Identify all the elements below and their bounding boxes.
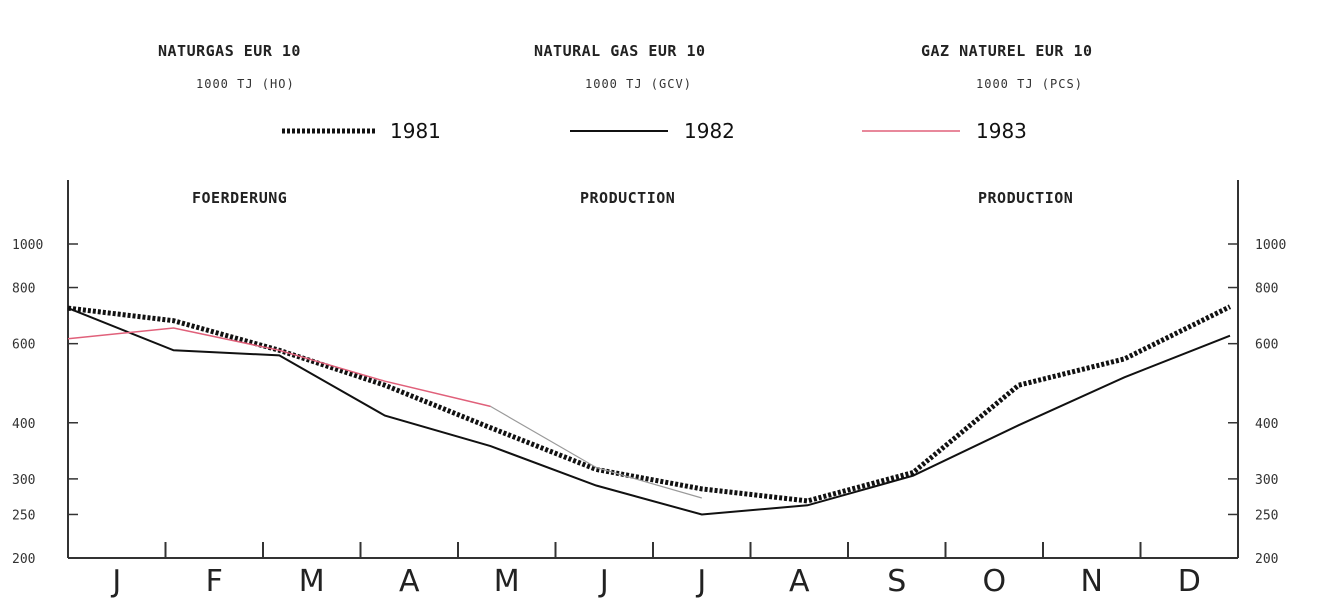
x-tick-label-O: O [982,564,1006,599]
y-tick-label-right-600: 600 [1255,338,1278,353]
y-tick-label-right-1000: 1000 [1255,238,1286,253]
x-tick-label-F: F [206,564,223,599]
series-line-1981 [67,304,1232,504]
y-tick-label-left-400: 400 [12,417,35,432]
title-french: GAZ NATUREL EUR 10 [921,42,1093,60]
series-line-1983-extension [490,405,702,499]
title-german: NATURGAS EUR 10 [158,42,301,60]
series-line-1983 [67,327,491,408]
chart-series [67,304,1232,516]
x-tick-label-S: S [887,564,906,599]
y-tick-label-right-400: 400 [1255,417,1278,432]
y-tick-label-right-300: 300 [1255,473,1278,488]
y-tick-label-left-250: 250 [12,508,35,523]
x-tick-label-M: M [299,564,325,599]
unit-english: 1000 TJ (GCV) [585,77,692,91]
x-tick-label-J: J [110,564,121,599]
y-tick-label-left-200: 200 [12,552,35,567]
series-line-1982 [67,307,1231,516]
legend-label-1983: 1983 [976,119,1027,143]
x-tick-label-M: M [494,564,520,599]
unit-german: 1000 TJ (HO) [196,77,295,91]
section-label-english: PRODUCTION [580,189,676,207]
y-tick-label-right-250: 250 [1255,508,1278,523]
x-tick-label-D: D [1178,564,1201,599]
legend-label-1982: 1982 [684,119,735,143]
y-tick-label-left-600: 600 [12,338,35,353]
x-tick-label-J: J [598,564,609,599]
x-tick-label-N: N [1081,564,1103,599]
y-tick-label-left-800: 800 [12,282,35,297]
y-tick-label-left-300: 300 [12,473,35,488]
x-tick-label-J: J [695,564,706,599]
unit-french: 1000 TJ (PCS) [976,77,1083,91]
x-tick-label-A: A [399,564,420,599]
section-label-german: FOERDERUNG [192,189,288,207]
x-tick-label-A: A [789,564,810,599]
y-tick-label-right-800: 800 [1255,282,1278,297]
title-english: NATURAL GAS EUR 10 [534,42,706,60]
legend-label-1981: 1981 [390,119,441,143]
y-tick-label-right-200: 200 [1255,552,1278,567]
section-label-french: PRODUCTION [978,189,1074,207]
y-tick-label-left-1000: 1000 [12,238,43,253]
chart-ticks: J F M A M J J A S O N D 1000 800 600 400 300 250 200 1000 80… [12,238,1286,599]
